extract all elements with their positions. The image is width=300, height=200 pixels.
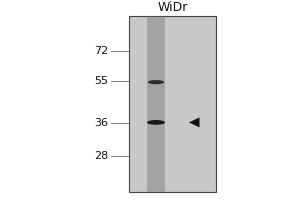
Text: 28: 28 bbox=[94, 151, 108, 161]
Ellipse shape bbox=[148, 80, 164, 84]
Text: 55: 55 bbox=[94, 76, 108, 86]
Ellipse shape bbox=[147, 120, 165, 125]
Polygon shape bbox=[189, 117, 200, 127]
Bar bbox=[147, 16, 165, 192]
Text: WiDr: WiDr bbox=[157, 1, 188, 14]
Text: 72: 72 bbox=[94, 46, 108, 56]
Bar bbox=[129, 16, 216, 192]
Text: 36: 36 bbox=[94, 118, 108, 128]
